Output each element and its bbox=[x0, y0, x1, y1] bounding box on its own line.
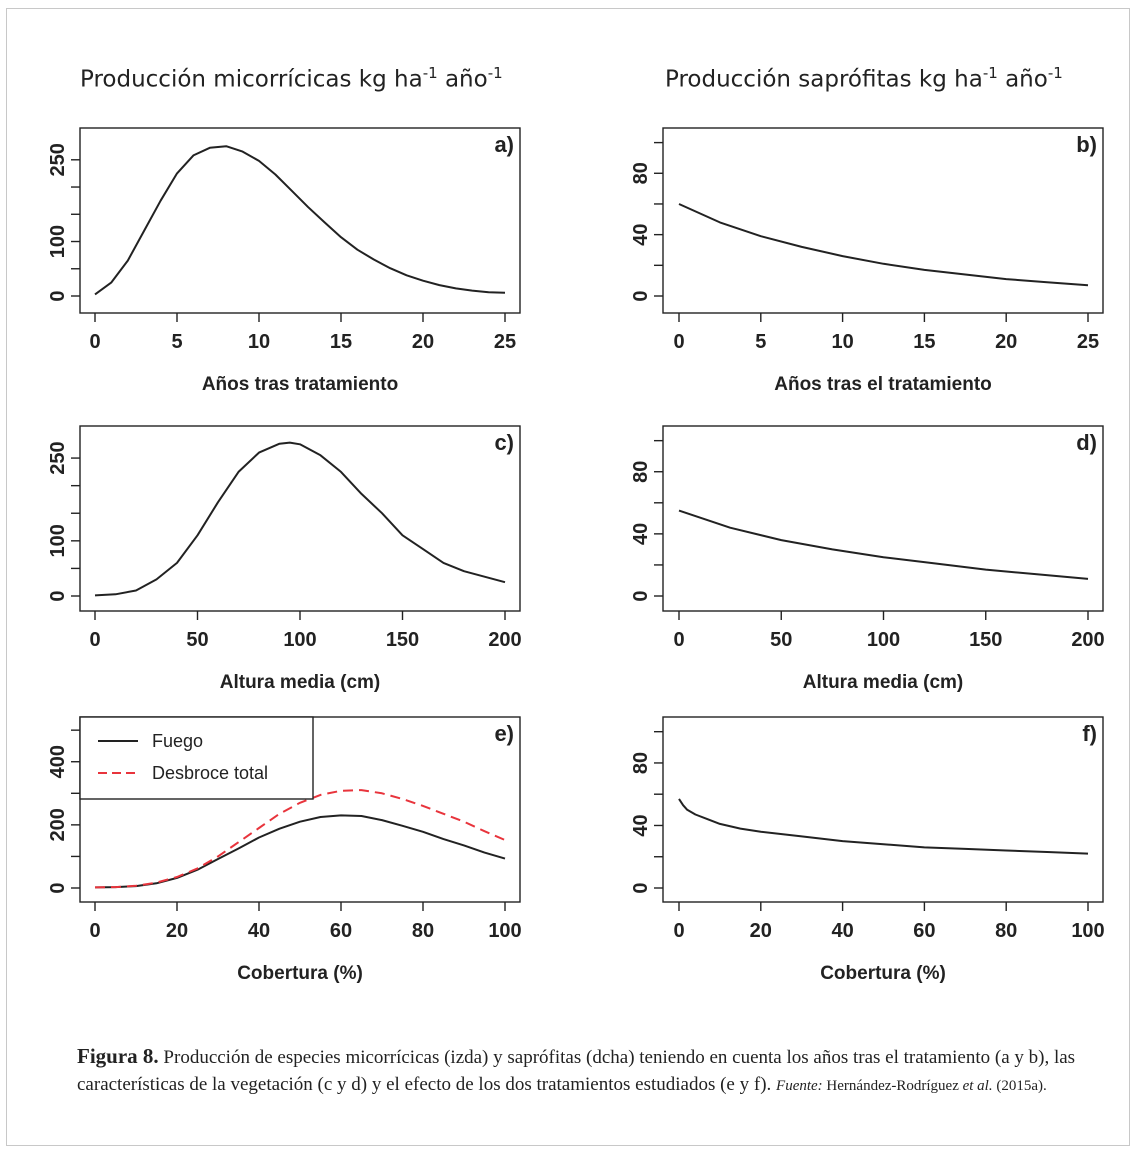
figure-caption: Figura 8. Producción de especies micorrí… bbox=[77, 1043, 1117, 1100]
x-tick-label: 0 bbox=[89, 920, 100, 942]
figure-frame bbox=[6, 8, 1130, 1146]
series-line-d bbox=[678, 509, 1089, 580]
panel-label: d) bbox=[1076, 430, 1097, 455]
panel-c: 0 50 100 150 200 0 100 250 Altura media (cm) c) bbox=[47, 425, 522, 693]
plot-frame-c bbox=[79, 425, 521, 612]
x-tick-label: 150 bbox=[386, 629, 419, 651]
series-line-fuego bbox=[94, 814, 506, 889]
y-tick-label: 0 bbox=[47, 882, 69, 893]
y-tick-label: 0 bbox=[47, 290, 69, 301]
legend-entry: Fuego bbox=[152, 731, 203, 751]
series-line-c bbox=[94, 441, 506, 597]
x-tick-label: 0 bbox=[673, 331, 684, 353]
x-tick-label: 60 bbox=[913, 920, 935, 942]
caption-source-etal: et al. bbox=[962, 1078, 993, 1094]
x-axis-label: Cobertura (%) bbox=[237, 963, 363, 984]
caption-text: Producción de especies micorrícicas (izd… bbox=[77, 1047, 1076, 1095]
panel-label: a) bbox=[494, 132, 514, 157]
panel-e: 0 20 40 60 80 100 0 200 400 Cobertura (%) e) Fuego D… bbox=[47, 716, 522, 984]
y-tick-label: 40 bbox=[630, 523, 652, 545]
x-tick-label: 100 bbox=[283, 629, 316, 651]
x-tick-label: 5 bbox=[755, 331, 766, 353]
y-tick-label: 400 bbox=[47, 745, 69, 778]
legend-box bbox=[79, 716, 314, 800]
y-tick-label: 0 bbox=[47, 590, 69, 601]
x-tick-label: 20 bbox=[750, 920, 772, 942]
x-tick-label: 200 bbox=[1071, 629, 1104, 651]
x-tick-label: 10 bbox=[831, 331, 853, 353]
x-tick-label: 100 bbox=[488, 920, 521, 942]
x-tick-label: 150 bbox=[969, 629, 1002, 651]
y-tick-label: 100 bbox=[47, 524, 69, 557]
right-column-title: Producción saprófitas kg ha-1 año-1 bbox=[665, 64, 1063, 93]
y-tick-label: 40 bbox=[630, 814, 652, 836]
y-tick-label: 0 bbox=[630, 290, 652, 301]
panel-d: 0 50 100 150 200 0 40 80 Altura media (cm) d) bbox=[630, 425, 1105, 693]
plot-frame-f bbox=[662, 716, 1104, 903]
x-tick-label: 50 bbox=[186, 629, 208, 651]
series-line-a bbox=[94, 145, 506, 296]
x-tick-label: 20 bbox=[412, 331, 434, 353]
x-tick-label: 50 bbox=[770, 629, 792, 651]
x-tick-label: 80 bbox=[412, 920, 434, 942]
x-tick-label: 200 bbox=[488, 629, 521, 651]
y-tick-label: 100 bbox=[47, 225, 69, 258]
x-tick-label: 25 bbox=[1077, 331, 1099, 353]
x-axis-label: Años tras tratamiento bbox=[202, 374, 398, 395]
x-axis-label: Altura media (cm) bbox=[803, 672, 963, 693]
caption-label: Figura 8. bbox=[77, 1044, 159, 1068]
panel-b: 0 5 10 15 20 25 0 40 80 Años tras el tratamiento b… bbox=[630, 127, 1104, 395]
series-line-desbroce-total bbox=[94, 789, 506, 889]
plot-frame-a bbox=[79, 127, 521, 314]
caption-source-label: Fuente: bbox=[776, 1078, 823, 1094]
legend-entry: Desbroce total bbox=[152, 763, 268, 783]
y-tick-label: 250 bbox=[47, 143, 69, 176]
x-tick-label: 40 bbox=[248, 920, 270, 942]
y-tick-label: 80 bbox=[630, 162, 652, 184]
x-tick-label: 20 bbox=[995, 331, 1017, 353]
x-tick-label: 0 bbox=[89, 331, 100, 353]
x-tick-label: 10 bbox=[248, 331, 270, 353]
x-tick-label: 15 bbox=[913, 331, 935, 353]
x-tick-label: 20 bbox=[166, 920, 188, 942]
y-tick-label: 80 bbox=[630, 752, 652, 774]
panel-label: b) bbox=[1076, 132, 1097, 157]
panel-label: e) bbox=[494, 721, 514, 746]
panel-label: c) bbox=[494, 430, 514, 455]
y-tick-label: 200 bbox=[47, 808, 69, 841]
x-tick-label: 80 bbox=[995, 920, 1017, 942]
x-tick-label: 100 bbox=[1071, 920, 1104, 942]
y-tick-label: 0 bbox=[630, 882, 652, 893]
x-axis-label: Años tras el tratamiento bbox=[774, 374, 992, 395]
y-tick-label: 40 bbox=[630, 224, 652, 246]
series-line-f bbox=[678, 798, 1089, 855]
y-tick-label: 0 bbox=[630, 590, 652, 601]
plot-frame-b bbox=[662, 127, 1104, 314]
x-tick-label: 0 bbox=[673, 920, 684, 942]
y-tick-label: 80 bbox=[630, 461, 652, 483]
x-tick-label: 60 bbox=[330, 920, 352, 942]
panel-label: f) bbox=[1082, 721, 1097, 746]
x-tick-label: 40 bbox=[831, 920, 853, 942]
panel-f: 0 20 40 60 80 100 0 40 80 Cobertura (%) f) bbox=[630, 716, 1105, 984]
x-tick-label: 5 bbox=[171, 331, 182, 353]
x-tick-label: 15 bbox=[330, 331, 352, 353]
x-tick-label: 0 bbox=[89, 629, 100, 651]
plot-frame-d bbox=[662, 425, 1104, 612]
x-tick-label: 25 bbox=[494, 331, 516, 353]
left-column-title: Producción micorrícicas kg ha-1 año-1 bbox=[80, 64, 503, 93]
series-line-b bbox=[678, 203, 1089, 287]
x-axis-label: Cobertura (%) bbox=[820, 963, 946, 984]
x-axis-label: Altura media (cm) bbox=[220, 672, 380, 693]
x-tick-label: 100 bbox=[867, 629, 900, 651]
caption-source-text: Hernández-Rodríguez bbox=[822, 1078, 963, 1094]
x-tick-label: 0 bbox=[673, 629, 684, 651]
caption-source-year: (2015a). bbox=[992, 1078, 1047, 1094]
y-tick-label: 250 bbox=[47, 441, 69, 474]
